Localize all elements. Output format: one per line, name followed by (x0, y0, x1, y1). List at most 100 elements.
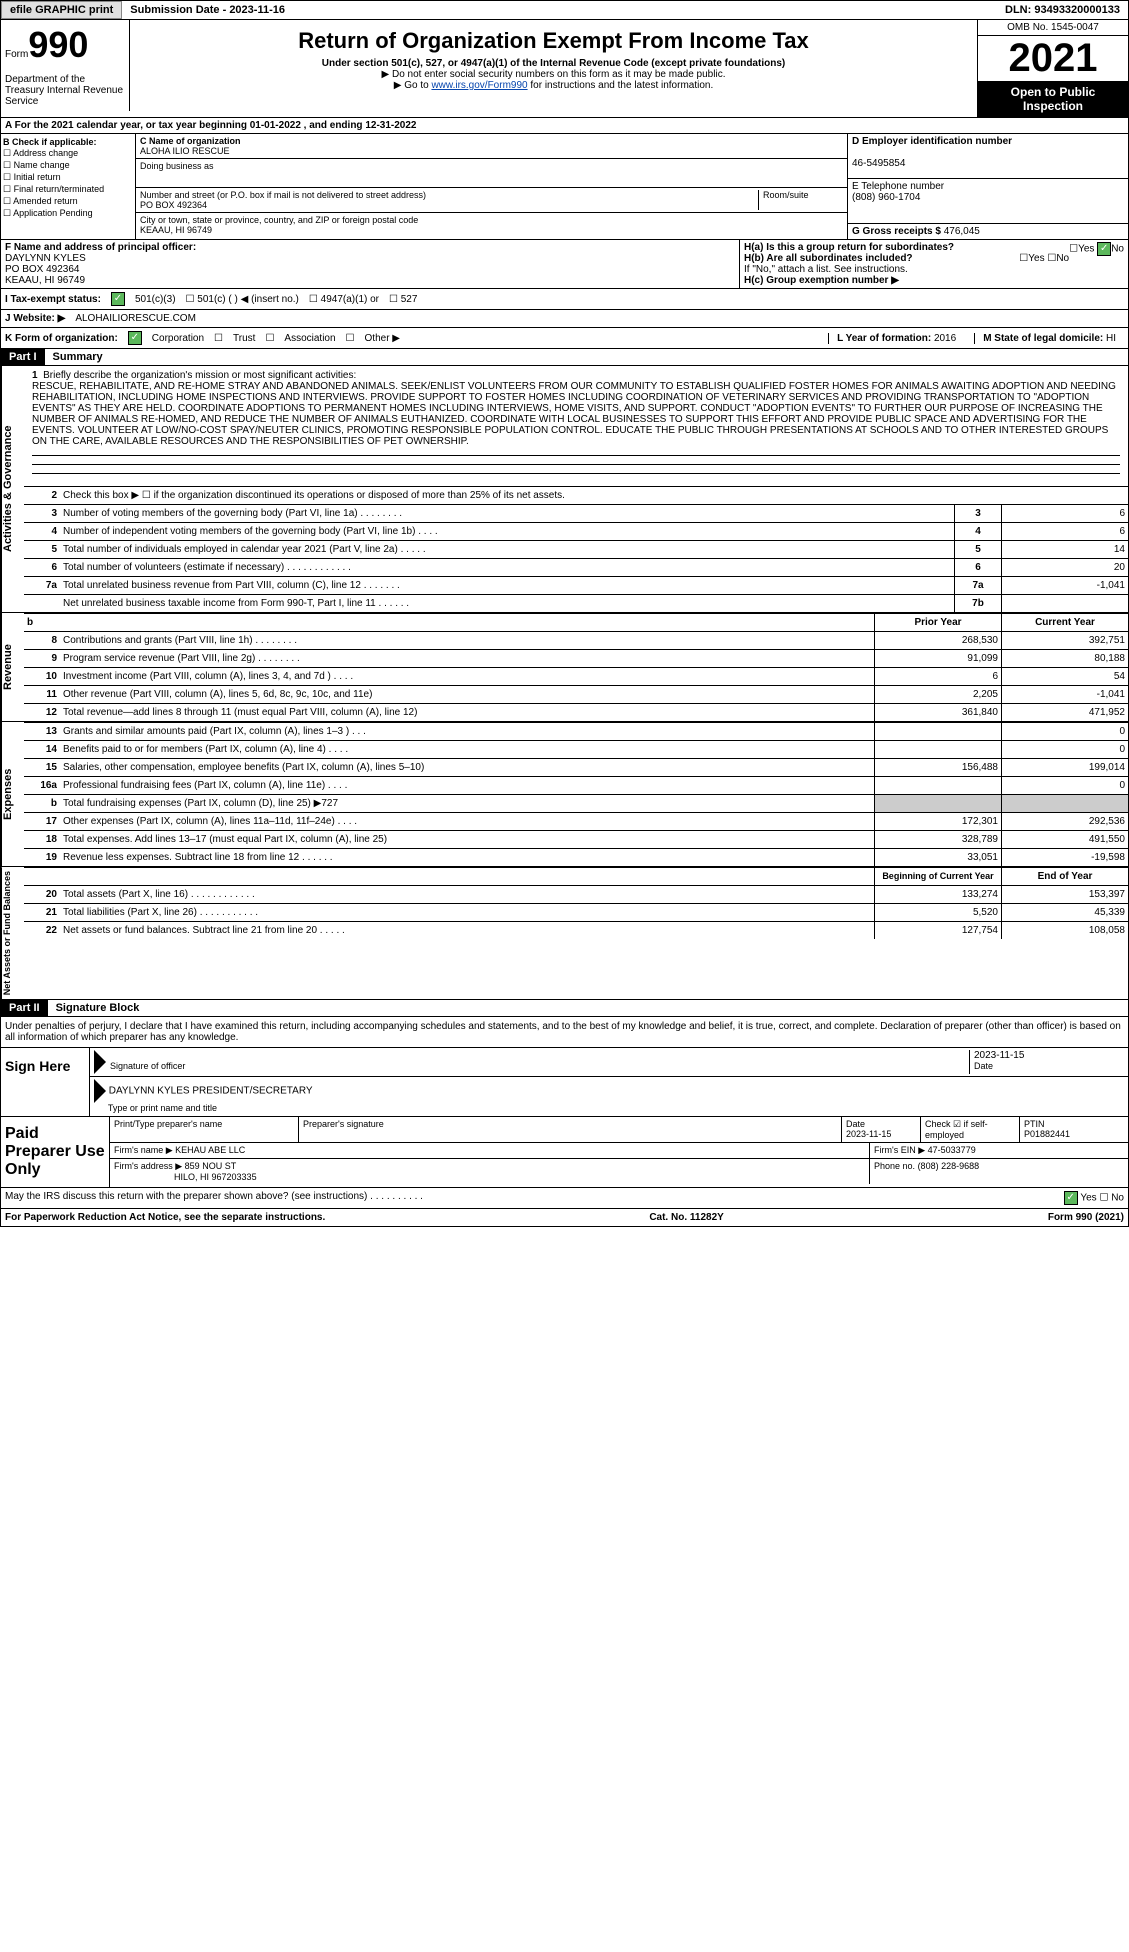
form-org-row: K Form of organization: ✓Corporation ☐ T… (0, 328, 1129, 349)
form-number: 990 (28, 24, 88, 65)
title-center: Return of Organization Exempt From Incom… (130, 20, 977, 117)
prep-date: 2023-11-15 (846, 1129, 891, 1139)
netassets-section: Net Assets or Fund Balances Beginning of… (0, 867, 1129, 1000)
line-20: 20Total assets (Part X, line 16) . . . .… (24, 885, 1128, 903)
line-13: 13Grants and similar amounts paid (Part … (24, 722, 1128, 740)
firm-name: KEHAU ABE LLC (175, 1145, 245, 1155)
efile-button[interactable]: efile GRAPHIC print (1, 1, 122, 19)
gross-receipts: 476,045 (944, 226, 980, 237)
column-b: B Check if applicable: ☐ Address change … (1, 134, 136, 239)
revenue-section: Revenue b Prior Year Current Year 8Contr… (0, 613, 1129, 722)
line-9: 9Program service revenue (Part VIII, lin… (24, 649, 1128, 667)
check-name[interactable]: ☐ Name change (3, 160, 133, 171)
officer-name: DAYLYNN KYLES (5, 253, 86, 264)
part1-title: Summary (45, 349, 111, 365)
org-name-cell: C Name of organization ALOHA ILIO RESCUE (136, 134, 847, 159)
section-fh: F Name and address of principal officer:… (0, 240, 1129, 289)
expenses-label: Expenses (1, 722, 24, 866)
subtitle1: Under section 501(c), 527, or 4947(a)(1)… (134, 58, 973, 69)
check-initial[interactable]: ☐ Initial return (3, 172, 133, 183)
corp-check: ✓ (128, 331, 142, 345)
line-12: 12Total revenue—add lines 8 through 11 (… (24, 703, 1128, 721)
line-8: 8Contributions and grants (Part VIII, li… (24, 631, 1128, 649)
dba-cell: Doing business as (136, 159, 847, 188)
line-6: 6Total number of volunteers (estimate if… (24, 558, 1128, 576)
dln: DLN: 93493320000133 (997, 2, 1128, 18)
check-application[interactable]: ☐ Application Pending (3, 208, 133, 219)
sig-arrow-icon2 (94, 1079, 106, 1103)
title-row: Form990 Department of the Treasury Inter… (0, 20, 1129, 118)
officer-print-name: DAYLYNN KYLES PRESIDENT/SECRETARY (109, 1086, 313, 1097)
line-17: 17Other expenses (Part IX, column (A), l… (24, 812, 1128, 830)
form-footer: Form 990 (2021) (1048, 1212, 1124, 1223)
line-: Net unrelated business taxable income fr… (24, 594, 1128, 612)
part2-header: Part II Signature Block (0, 1000, 1129, 1017)
submission-date: Submission Date - 2023-11-16 (122, 2, 293, 18)
prior-current-header: b Prior Year Current Year (24, 613, 1128, 631)
tel-label: E Telephone number (852, 181, 944, 192)
website-row: J Website: ▶ ALOHAILIORESCUE.COM (0, 310, 1129, 328)
sig-declaration: Under penalties of perjury, I declare th… (0, 1017, 1129, 1048)
check-amended[interactable]: ☐ Amended return (3, 196, 133, 207)
firm-ein: 47-5033779 (928, 1145, 976, 1155)
line-16a: 16aProfessional fundraising fees (Part I… (24, 776, 1128, 794)
line-18: 18Total expenses. Add lines 13–17 (must … (24, 830, 1128, 848)
check-address[interactable]: ☐ Address change (3, 148, 133, 159)
form-label: Form (5, 49, 28, 60)
line-4: 4Number of independent voting members of… (24, 522, 1128, 540)
part2-num: Part II (1, 1000, 48, 1016)
omb-number: OMB No. 1545-0047 (978, 20, 1128, 36)
netassets-label: Net Assets or Fund Balances (1, 867, 24, 999)
column-c: C Name of organization ALOHA ILIO RESCUE… (136, 134, 847, 239)
ein-label: D Employer identification number (852, 136, 1012, 147)
subtitle2: ▶ Do not enter social security numbers o… (134, 69, 973, 80)
part1-header: Part I Summary (0, 349, 1129, 366)
section-bcd: B Check if applicable: ☐ Address change … (0, 134, 1129, 240)
address-cell: Number and street (or P.O. box if mail i… (136, 188, 847, 213)
top-header: efile GRAPHIC print Submission Date - 20… (0, 0, 1129, 20)
mission-block: 1 Briefly describe the organization's mi… (24, 366, 1128, 486)
ein: 46-5495854 (852, 158, 905, 169)
org-name: ALOHA ILIO RESCUE (140, 146, 230, 156)
column-d: D Employer identification number 46-5495… (847, 134, 1128, 239)
ha-no-check: ✓ (1097, 242, 1111, 256)
ptin: P01882441 (1024, 1129, 1070, 1139)
sign-here-row: Sign Here Signature of officer 2023-11-1… (0, 1048, 1129, 1117)
irs-link[interactable]: www.irs.gov/Form990 (431, 80, 527, 91)
year-formation: 2016 (934, 333, 956, 344)
firm-address: 859 NOU ST (185, 1161, 237, 1171)
state-domicile: HI (1106, 333, 1116, 344)
department: Department of the Treasury Internal Reve… (1, 70, 130, 111)
title-right: OMB No. 1545-0047 2021 Open to Public In… (977, 20, 1128, 117)
check-final[interactable]: ☐ Final return/terminated (3, 184, 133, 195)
form-title: Return of Organization Exempt From Incom… (134, 28, 973, 54)
website: ALOHAILIORESCUE.COM (75, 313, 196, 324)
line-2: 2Check this box ▶ ☐ if the organization … (24, 486, 1128, 504)
part1-num: Part I (1, 349, 45, 365)
sign-here-label: Sign Here (1, 1048, 90, 1116)
line-19: 19Revenue less expenses. Subtract line 1… (24, 848, 1128, 866)
revenue-label: Revenue (1, 613, 24, 721)
city-cell: City or town, state or province, country… (136, 213, 847, 237)
preparer-label: Paid Preparer Use Only (1, 1117, 110, 1187)
cat-no: Cat. No. 11282Y (649, 1212, 723, 1223)
subtitle3: ▶ Go to www.irs.gov/Form990 for instruct… (134, 80, 973, 91)
row-a: A For the 2021 calendar year, or tax yea… (0, 118, 1129, 134)
line-5: 5Total number of individuals employed in… (24, 540, 1128, 558)
501c3-check: ✓ (111, 292, 125, 306)
address: PO BOX 492364 (140, 200, 207, 210)
telephone: (808) 960-1704 (852, 192, 920, 203)
tax-exempt-row: I Tax-exempt status: ✓501(c)(3) ☐ 501(c)… (0, 289, 1129, 310)
line-14: 14Benefits paid to or for members (Part … (24, 740, 1128, 758)
line-3: 3Number of voting members of the governi… (24, 504, 1128, 522)
line-7a: 7aTotal unrelated business revenue from … (24, 576, 1128, 594)
form-number-box: Form990 (1, 20, 130, 70)
sig-arrow-icon (94, 1050, 106, 1074)
activities-section: Activities & Governance 1 Briefly descri… (0, 366, 1129, 613)
gross-label: G Gross receipts $ (852, 226, 941, 237)
expenses-section: Expenses 13Grants and similar amounts pa… (0, 722, 1129, 867)
sig-date: 2023-11-15 (974, 1050, 1024, 1061)
discuss-yes-check: ✓ (1064, 1191, 1078, 1205)
line-b: bTotal fundraising expenses (Part IX, co… (24, 794, 1128, 812)
firm-phone: (808) 228-9688 (918, 1161, 980, 1171)
